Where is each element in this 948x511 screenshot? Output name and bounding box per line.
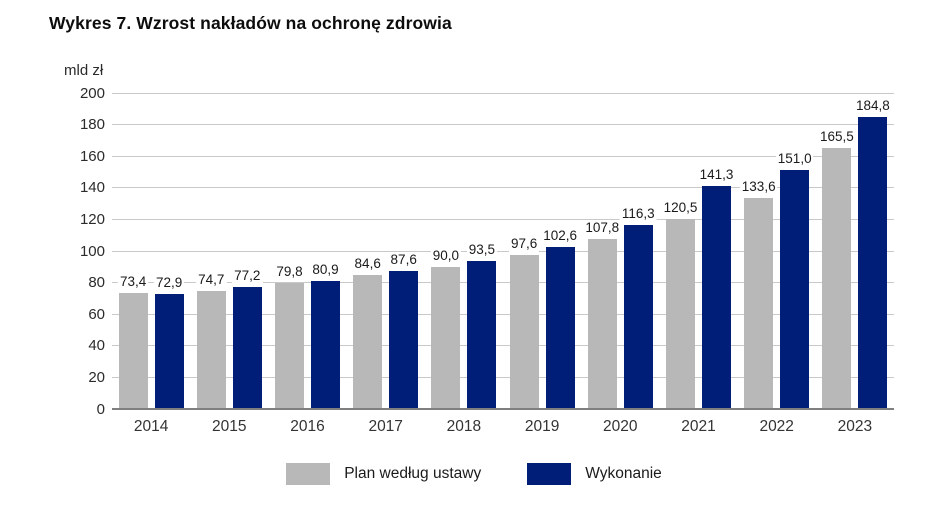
bar-execution-2017 xyxy=(389,271,419,409)
bar-value-label: 72,9 xyxy=(153,275,185,291)
bar-value-label: 116,3 xyxy=(619,206,657,222)
bar-plan-2016 xyxy=(275,283,304,409)
y-tick-label: 40 xyxy=(88,337,105,355)
bar-value-label: 77,2 xyxy=(232,268,263,284)
bar-execution-2022 xyxy=(780,170,810,409)
gridline xyxy=(112,218,894,220)
bar-value-label: 184,8 xyxy=(853,98,892,114)
bar-plan-2021 xyxy=(666,219,695,409)
bar-value-label: 93,5 xyxy=(466,242,498,258)
bar-value-label: 107,8 xyxy=(583,220,622,236)
x-tick-label-2017: 2017 xyxy=(368,418,403,435)
bar-plan-2014 xyxy=(118,293,148,409)
gridline xyxy=(112,187,894,189)
legend-label-plan: Plan według ustawy xyxy=(344,465,482,482)
bar-value-label: 90,0 xyxy=(430,248,462,264)
gridline xyxy=(112,155,894,157)
gridline xyxy=(112,92,894,94)
bar-plan-2022 xyxy=(744,198,774,409)
x-tick-label-2014: 2014 xyxy=(133,418,169,435)
bar-value-label: 120,5 xyxy=(661,200,700,216)
bar-execution-2023 xyxy=(858,117,888,409)
y-tick-label: 120 xyxy=(79,210,105,228)
x-tick-label-2019: 2019 xyxy=(524,418,560,435)
x-tick-label-2023: 2023 xyxy=(837,418,873,435)
x-tick-label-2020: 2020 xyxy=(603,418,638,435)
bar-plan-2023 xyxy=(822,148,852,409)
gridline xyxy=(112,376,894,378)
chart-title: Wykres 7. Wzrost nakładów na ochronę zdr… xyxy=(49,13,452,33)
bar-execution-2015 xyxy=(232,287,262,409)
bar-value-label: 151,0 xyxy=(775,151,814,167)
x-tick-label-2022: 2022 xyxy=(759,418,794,435)
x-tick-label-2015: 2015 xyxy=(212,418,247,435)
gridline xyxy=(112,282,894,284)
gridline xyxy=(112,313,894,315)
legend-item-execution: Wykonanie xyxy=(527,463,662,485)
y-tick-label: 20 xyxy=(88,368,105,386)
y-tick-label: 180 xyxy=(79,116,105,134)
bar-value-label: 74,7 xyxy=(196,272,227,288)
legend-item-plan: Plan według ustawy xyxy=(286,463,481,485)
x-axis-line xyxy=(112,408,894,410)
bar-value-label: 73,4 xyxy=(117,274,149,290)
y-tick-label: 0 xyxy=(96,400,105,418)
y-tick-label: 160 xyxy=(79,147,105,165)
bar-execution-2014 xyxy=(154,294,184,409)
gridline xyxy=(112,124,894,126)
bar-plan-2015 xyxy=(196,291,226,409)
y-tick-label: 60 xyxy=(88,305,105,323)
bar-value-label: 87,6 xyxy=(388,252,419,268)
gridline xyxy=(112,345,894,347)
x-tick-label-2018: 2018 xyxy=(446,418,482,435)
bar-value-label: 141,3 xyxy=(697,167,736,183)
bar-value-label: 79,8 xyxy=(274,264,305,280)
x-tick-label-2021: 2021 xyxy=(681,418,716,435)
bar-plan-2019 xyxy=(509,255,539,409)
legend: Plan według ustawy Wykonanie xyxy=(0,463,948,485)
bar-execution-2018 xyxy=(467,261,497,409)
bar-execution-2021 xyxy=(702,186,731,409)
y-tick-label: 80 xyxy=(88,274,105,292)
bar-value-label: 102,6 xyxy=(541,228,579,244)
bar-execution-2016 xyxy=(311,281,340,409)
bar-plan-2017 xyxy=(353,275,383,409)
bar-value-label: 165,5 xyxy=(817,129,856,145)
bar-value-label: 84,6 xyxy=(352,256,383,272)
bar-plan-2020 xyxy=(587,239,617,409)
bar-value-label: 133,6 xyxy=(739,179,778,195)
legend-swatch-plan xyxy=(286,463,331,485)
bar-value-label: 97,6 xyxy=(508,236,540,252)
y-tick-label: 200 xyxy=(79,84,105,102)
legend-label-execution: Wykonanie xyxy=(585,465,662,482)
y-tick-label: 100 xyxy=(79,242,105,260)
bar-plan-2018 xyxy=(431,267,461,409)
bar-value-label: 80,9 xyxy=(310,262,341,278)
bar-execution-2020 xyxy=(623,225,653,409)
y-tick-label: 140 xyxy=(79,179,105,197)
y-axis-unit-label: mld zł xyxy=(64,62,104,79)
legend-swatch-execution xyxy=(527,463,572,485)
x-tick-label-2016: 2016 xyxy=(290,418,325,435)
gridline xyxy=(112,250,894,252)
bar-execution-2019 xyxy=(545,247,575,409)
